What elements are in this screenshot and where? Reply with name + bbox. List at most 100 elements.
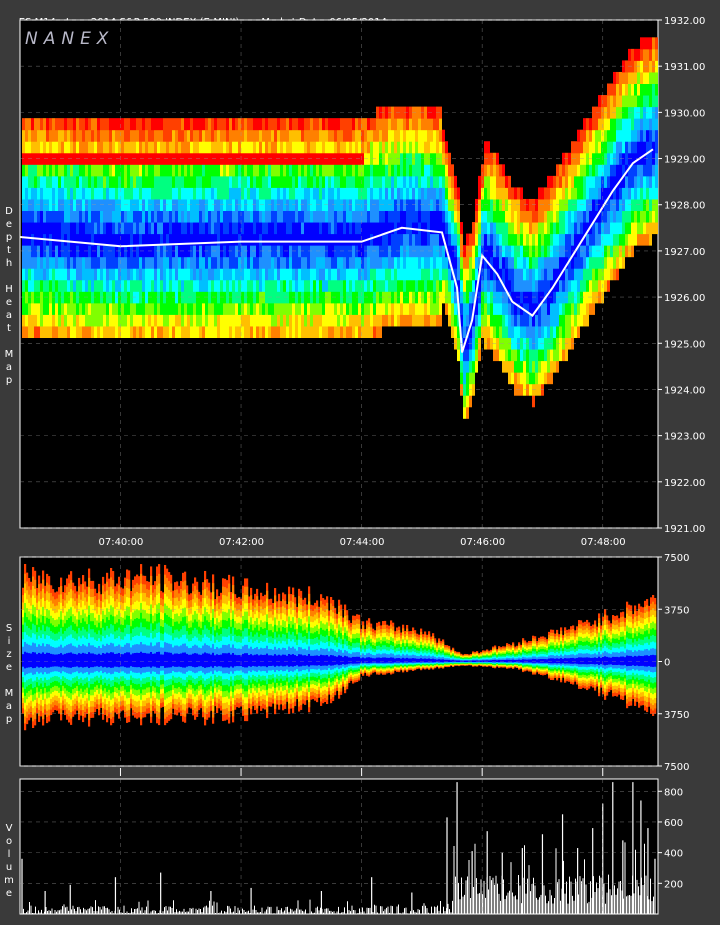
depth-cell — [247, 187, 250, 200]
nanex-logo: NANEX — [25, 29, 114, 49]
depth-cell — [121, 222, 124, 235]
size-band — [178, 653, 181, 667]
depth-cell — [79, 291, 82, 304]
depth-cell — [25, 222, 28, 235]
depth-cell — [106, 233, 109, 246]
depth-cell — [481, 268, 484, 281]
depth-cell — [511, 325, 514, 338]
depth-cell — [331, 325, 334, 338]
depth-cell — [625, 118, 628, 131]
size-band — [68, 652, 71, 668]
depth-cell — [619, 164, 622, 177]
depth-cell — [586, 198, 589, 211]
depth-cell — [529, 325, 532, 338]
depth-cell — [340, 302, 343, 315]
depth-cell — [568, 233, 571, 246]
depth-cell — [361, 164, 364, 177]
depth-cell — [412, 314, 415, 327]
depth-cell — [469, 325, 472, 338]
depth-cell — [136, 187, 139, 200]
depth-cell — [385, 233, 388, 246]
depth-cell — [154, 245, 157, 258]
depth-cell — [502, 187, 505, 200]
depth-cell — [466, 268, 469, 281]
depth-cell — [22, 175, 25, 188]
depth-cell — [43, 164, 46, 177]
depth-cell — [256, 279, 259, 292]
depth-cell — [505, 198, 508, 211]
depth-cell — [640, 48, 643, 61]
depth-cell — [238, 118, 241, 131]
depth-cell — [592, 291, 595, 304]
depth-cell — [493, 256, 496, 269]
depth-cell — [610, 256, 613, 269]
depth-cell — [610, 222, 613, 235]
depth-ytick-label: 1924.00 — [664, 385, 705, 396]
depth-cell — [226, 152, 229, 165]
depth-cell — [367, 187, 370, 200]
depth-cell — [163, 325, 166, 338]
depth-cell — [85, 187, 88, 200]
depth-cell — [625, 233, 628, 246]
depth-cell — [397, 210, 400, 223]
depth-cell — [307, 222, 310, 235]
depth-cell — [433, 198, 436, 211]
depth-cell — [52, 268, 55, 281]
depth-cell — [634, 175, 637, 188]
depth-cell — [655, 210, 658, 223]
depth-cell — [451, 256, 454, 269]
depth-cell — [439, 118, 442, 131]
depth-cell — [208, 141, 211, 154]
depth-cell — [355, 210, 358, 223]
depth-cell — [379, 314, 382, 327]
depth-cell — [532, 256, 535, 269]
depth-cell — [616, 245, 619, 258]
depth-cell — [178, 175, 181, 188]
depth-cell — [265, 222, 268, 235]
depth-cell — [400, 141, 403, 154]
depth-cell — [61, 175, 64, 188]
depth-cell — [424, 175, 427, 188]
depth-cell — [415, 118, 418, 131]
depth-cell — [655, 48, 658, 61]
depth-cell — [97, 210, 100, 223]
depth-cell — [655, 141, 658, 154]
depth-cell — [349, 222, 352, 235]
depth-cell — [73, 164, 76, 177]
depth-cell — [280, 245, 283, 258]
depth-cell — [439, 129, 442, 142]
depth-cell — [493, 325, 496, 338]
depth-cell — [559, 279, 562, 292]
depth-cell — [226, 245, 229, 258]
depth-cell — [619, 187, 622, 200]
depth-cell — [184, 164, 187, 177]
depth-cell — [298, 291, 301, 304]
depth-cell — [223, 129, 226, 142]
depth-cell — [637, 118, 640, 131]
depth-cell — [619, 233, 622, 246]
depth-cell — [55, 141, 58, 154]
depth-cell — [76, 187, 79, 200]
depth-cell — [550, 268, 553, 281]
depth-cell — [583, 302, 586, 315]
depth-cell — [568, 268, 571, 281]
depth-cell — [238, 325, 241, 338]
depth-cell — [280, 268, 283, 281]
depth-cell — [415, 152, 418, 165]
depth-cell — [508, 279, 511, 292]
depth-cell — [490, 291, 493, 304]
depth-cell — [250, 198, 253, 211]
depth-cell — [151, 141, 154, 154]
depth-cell — [352, 210, 355, 223]
depth-cell — [289, 314, 292, 327]
depth-cell — [193, 245, 196, 258]
depth-cell — [553, 360, 556, 373]
size-band — [58, 654, 61, 667]
depth-cell — [562, 302, 565, 315]
depth-cell — [40, 279, 43, 292]
depth-cell — [271, 245, 274, 258]
depth-cell — [529, 210, 532, 223]
depth-cell — [217, 302, 220, 315]
depth-cell — [151, 175, 154, 188]
depth-cell — [316, 279, 319, 292]
